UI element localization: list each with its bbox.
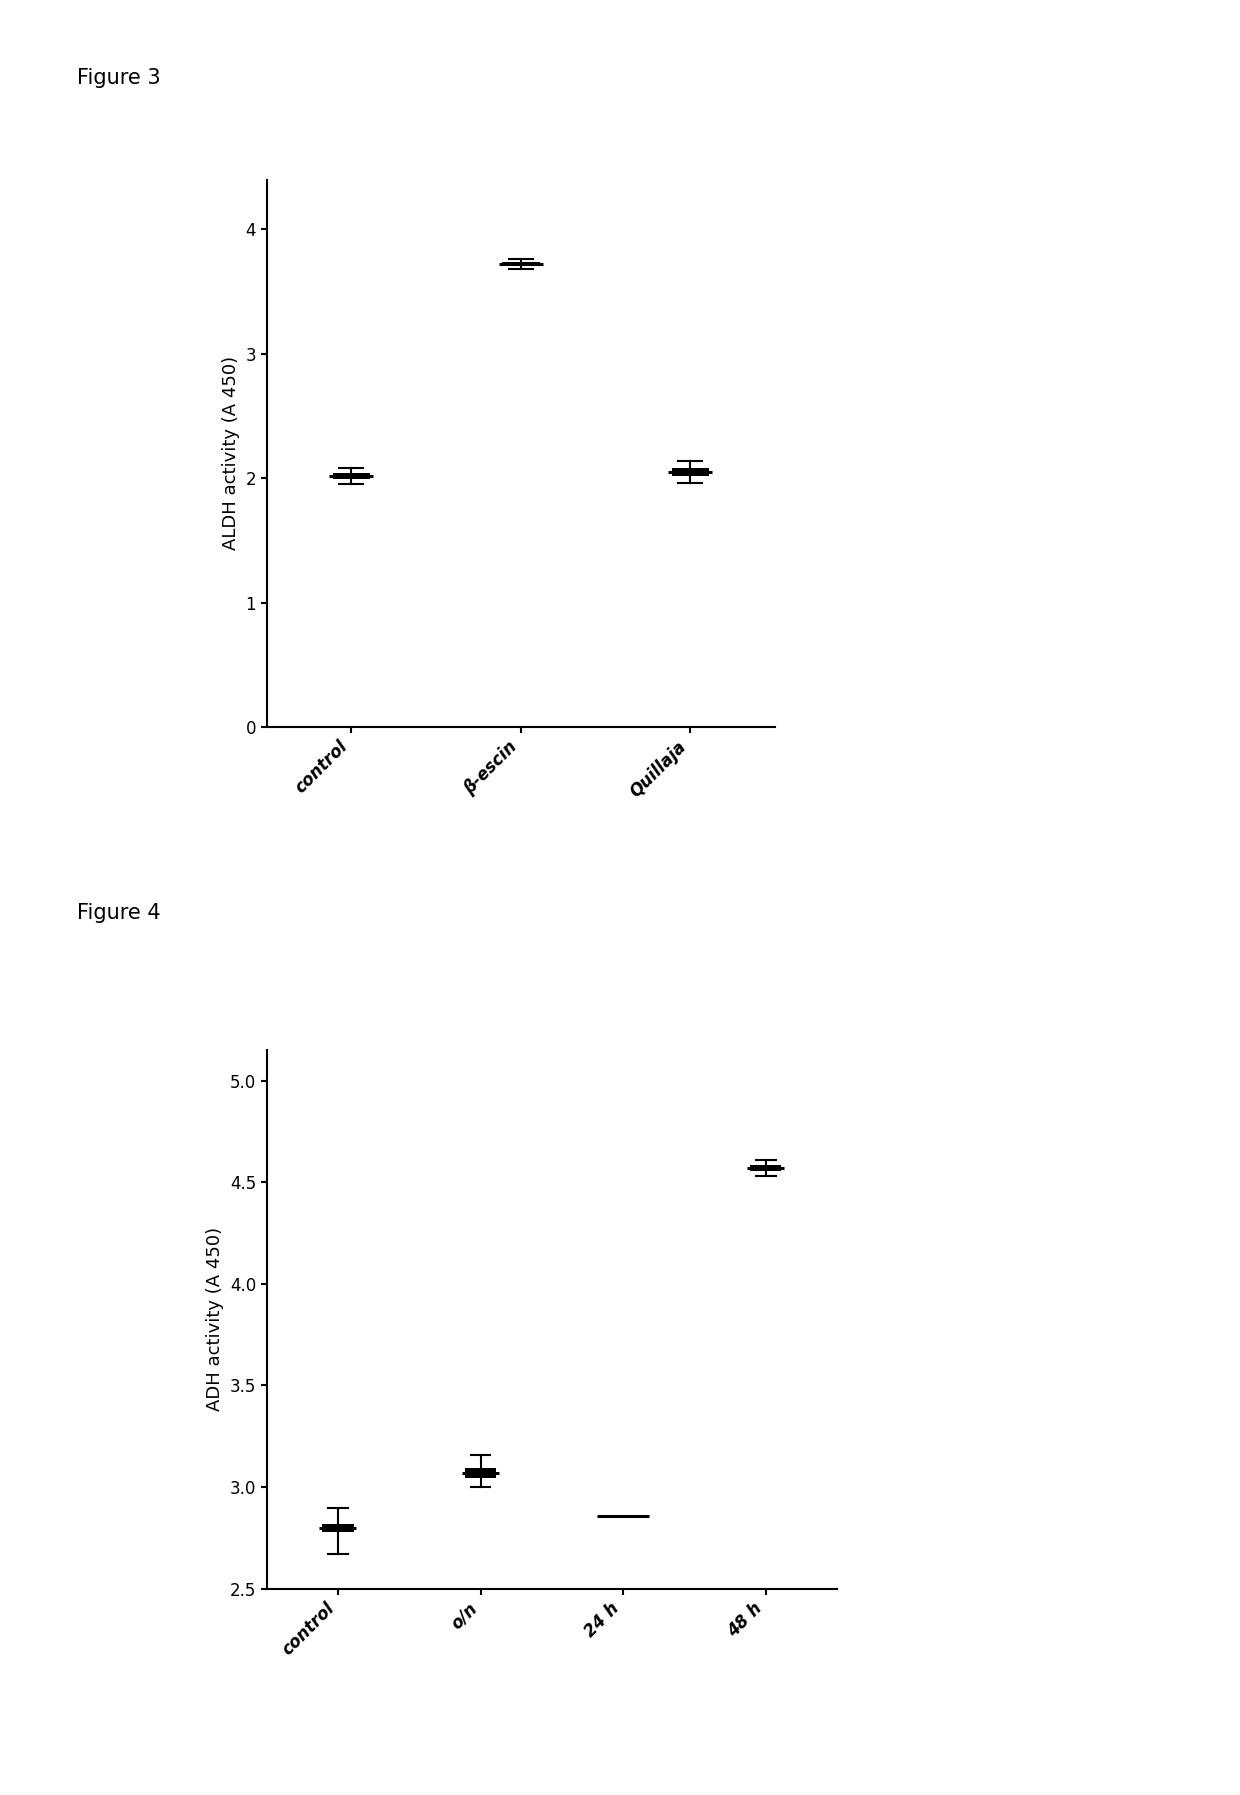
Y-axis label: ALDH activity (A 450): ALDH activity (A 450) [222, 355, 241, 551]
FancyBboxPatch shape [502, 262, 539, 266]
Text: Figure 4: Figure 4 [77, 903, 160, 923]
FancyBboxPatch shape [465, 1468, 496, 1477]
FancyBboxPatch shape [332, 472, 370, 479]
Y-axis label: ADH activity (A 450): ADH activity (A 450) [206, 1228, 224, 1411]
Text: Figure 3: Figure 3 [77, 68, 160, 88]
FancyBboxPatch shape [322, 1524, 353, 1531]
FancyBboxPatch shape [750, 1165, 781, 1170]
FancyBboxPatch shape [672, 468, 709, 476]
